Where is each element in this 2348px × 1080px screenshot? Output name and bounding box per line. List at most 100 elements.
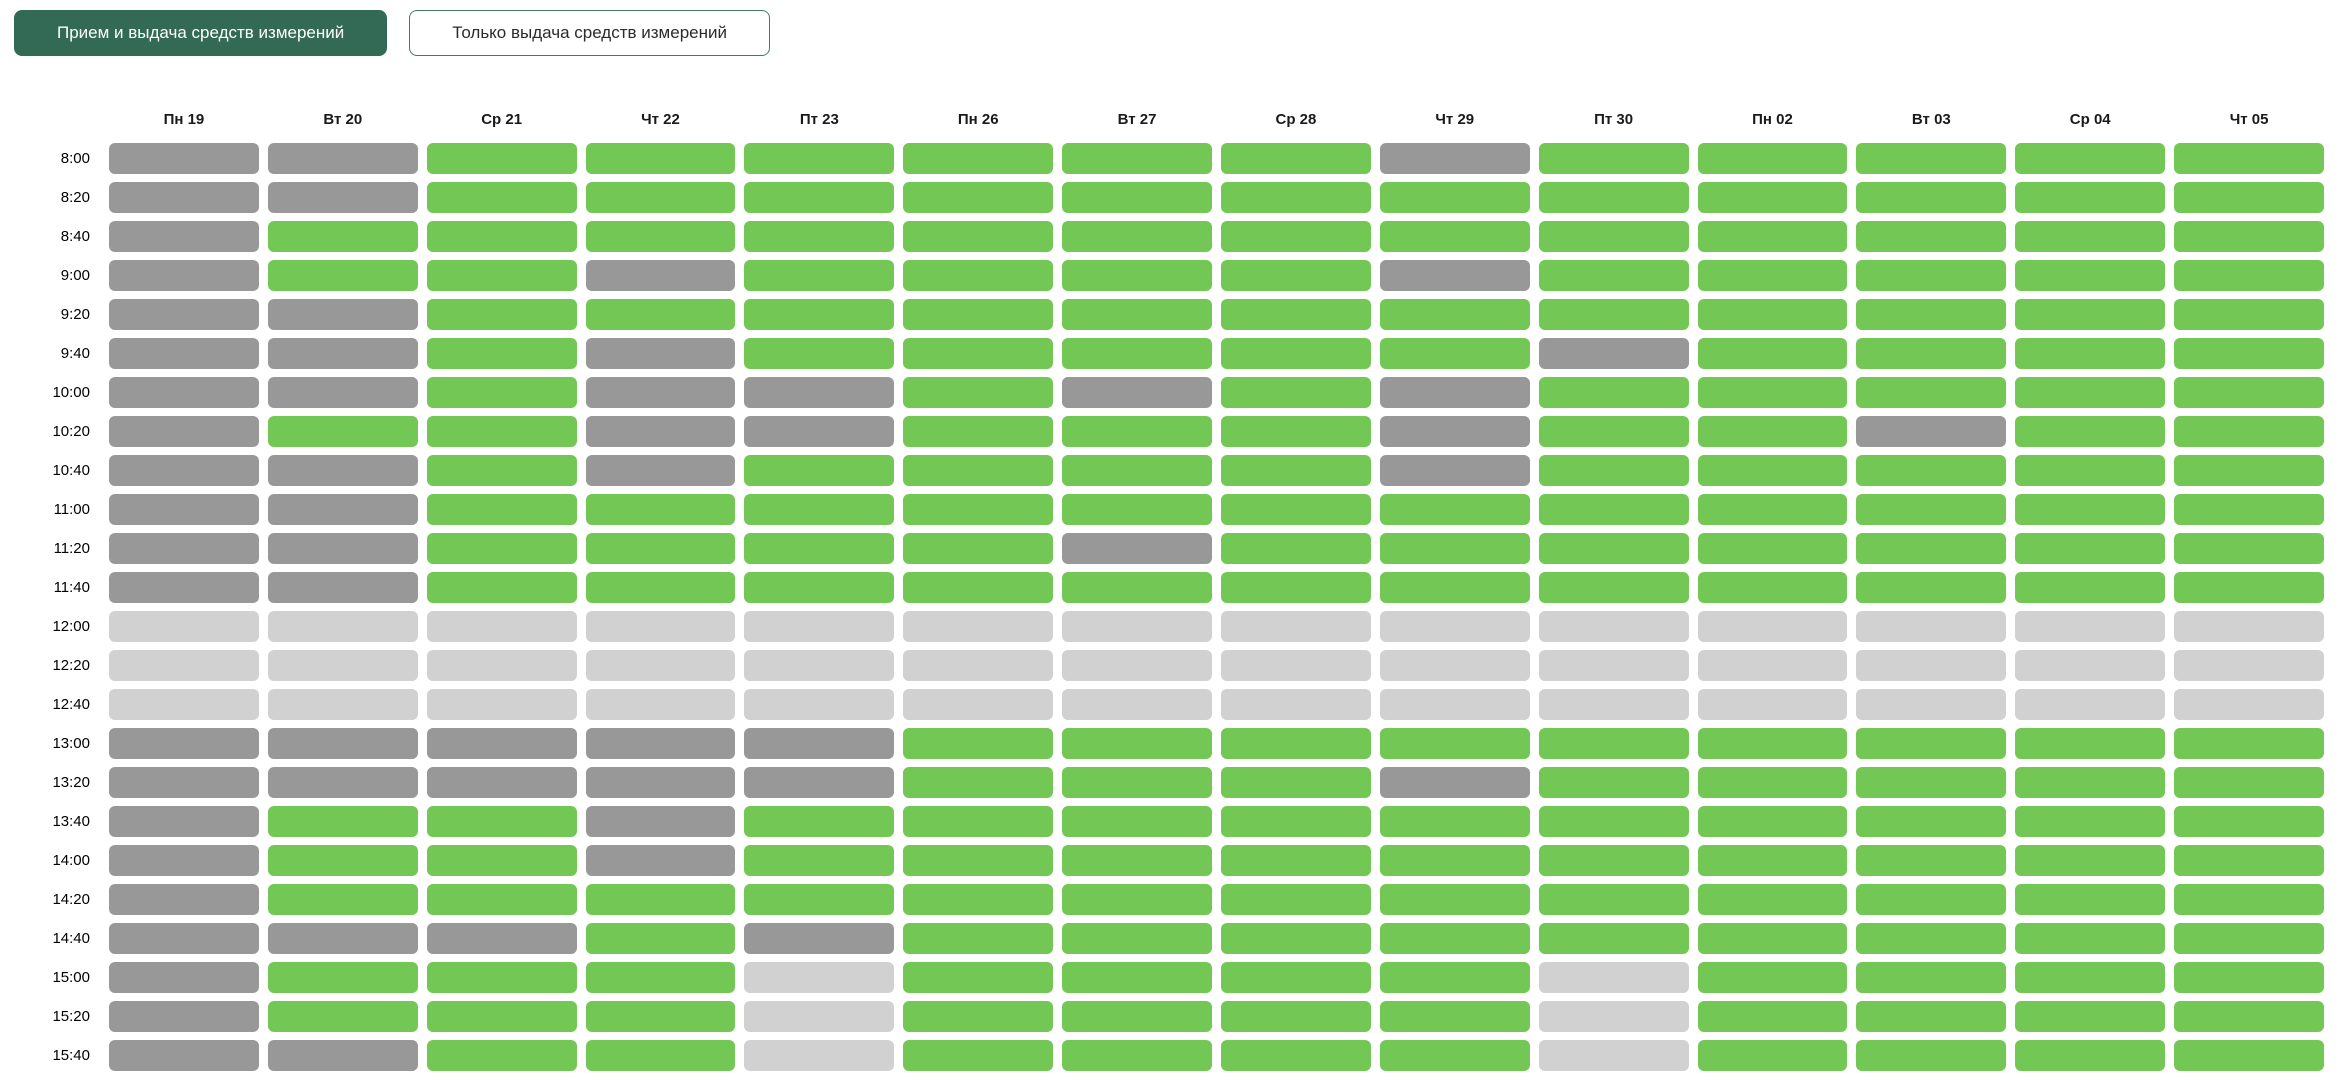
slot-available[interactable] [1697,533,1848,564]
slot-available[interactable] [1221,494,1371,525]
slot-available[interactable] [1856,221,2007,252]
slot-available[interactable] [1379,1040,1530,1071]
slot-available[interactable] [2174,377,2324,408]
slot-available[interactable] [1697,572,1848,603]
slot-available[interactable] [1856,1001,2007,1032]
slot-available[interactable] [1538,299,1689,330]
slot-available[interactable] [1538,455,1689,486]
slot-available[interactable] [1221,728,1371,759]
slot-available[interactable] [1538,845,1689,876]
slot-available[interactable] [903,1001,1054,1032]
slot-available[interactable] [1538,416,1689,447]
slot-available[interactable] [267,884,418,915]
slot-available[interactable] [585,923,736,954]
slot-available[interactable] [1538,494,1689,525]
slot-available[interactable] [426,533,577,564]
slot-available[interactable] [426,260,577,291]
slot-available[interactable] [426,455,577,486]
slot-available[interactable] [426,143,577,174]
slot-available[interactable] [1221,221,1371,252]
slot-available[interactable] [2174,260,2324,291]
slot-available[interactable] [903,923,1054,954]
slot-available[interactable] [1856,806,2007,837]
slot-available[interactable] [426,221,577,252]
slot-available[interactable] [1221,884,1371,915]
slot-available[interactable] [744,260,895,291]
slot-available[interactable] [2015,1040,2166,1071]
slot-available[interactable] [744,338,895,369]
slot-available[interactable] [2174,533,2324,564]
slot-available[interactable] [1856,728,2007,759]
slot-available[interactable] [903,728,1054,759]
slot-available[interactable] [744,455,895,486]
slot-available[interactable] [2015,1001,2166,1032]
slot-available[interactable] [1538,572,1689,603]
slot-available[interactable] [1379,182,1530,213]
slot-available[interactable] [585,143,736,174]
slot-available[interactable] [1221,962,1371,993]
slot-available[interactable] [2174,338,2324,369]
slot-available[interactable] [903,884,1054,915]
slot-available[interactable] [2015,416,2166,447]
slot-available[interactable] [744,182,895,213]
slot-available[interactable] [1062,1040,1212,1071]
slot-available[interactable] [585,299,736,330]
slot-available[interactable] [1697,416,1848,447]
slot-available[interactable] [1697,377,1848,408]
slot-available[interactable] [903,221,1054,252]
slot-available[interactable] [903,845,1054,876]
slot-available[interactable] [903,182,1054,213]
slot-available[interactable] [903,494,1054,525]
slot-available[interactable] [1221,1001,1371,1032]
slot-available[interactable] [1379,533,1530,564]
slot-available[interactable] [1379,221,1530,252]
slot-available[interactable] [1538,884,1689,915]
slot-available[interactable] [1697,923,1848,954]
slot-available[interactable] [1062,338,1212,369]
slot-available[interactable] [2174,962,2324,993]
slot-available[interactable] [1062,143,1212,174]
slot-available[interactable] [2015,533,2166,564]
slot-available[interactable] [426,1040,577,1071]
slot-available[interactable] [1697,260,1848,291]
slot-available[interactable] [1379,299,1530,330]
slot-available[interactable] [1062,221,1212,252]
slot-available[interactable] [2174,845,2324,876]
slot-available[interactable] [585,494,736,525]
slot-available[interactable] [1697,182,1848,213]
slot-available[interactable] [267,845,418,876]
slot-available[interactable] [2174,455,2324,486]
slot-available[interactable] [2174,1001,2324,1032]
slot-available[interactable] [1856,338,2007,369]
slot-available[interactable] [2015,845,2166,876]
slot-available[interactable] [1697,455,1848,486]
slot-available[interactable] [2015,260,2166,291]
slot-available[interactable] [1856,143,2007,174]
slot-available[interactable] [1062,767,1212,798]
slot-available[interactable] [426,572,577,603]
slot-available[interactable] [1856,299,2007,330]
slot-available[interactable] [426,338,577,369]
slot-available[interactable] [1538,728,1689,759]
slot-available[interactable] [903,377,1054,408]
slot-available[interactable] [267,962,418,993]
slot-available[interactable] [1379,806,1530,837]
slot-available[interactable] [1538,533,1689,564]
slot-available[interactable] [1221,182,1371,213]
slot-available[interactable] [2174,143,2324,174]
slot-available[interactable] [1856,845,2007,876]
slot-available[interactable] [1221,533,1371,564]
slot-available[interactable] [585,884,736,915]
slot-available[interactable] [1856,923,2007,954]
slot-available[interactable] [1538,143,1689,174]
slot-available[interactable] [1697,494,1848,525]
slot-available[interactable] [1062,182,1212,213]
slot-available[interactable] [585,962,736,993]
slot-available[interactable] [585,572,736,603]
slot-available[interactable] [1379,494,1530,525]
slot-available[interactable] [1538,923,1689,954]
slot-available[interactable] [2174,806,2324,837]
slot-available[interactable] [1856,962,2007,993]
service-type-button-receive-and-issue[interactable]: Прием и выдача средств измерений [14,10,388,56]
slot-available[interactable] [2174,572,2324,603]
